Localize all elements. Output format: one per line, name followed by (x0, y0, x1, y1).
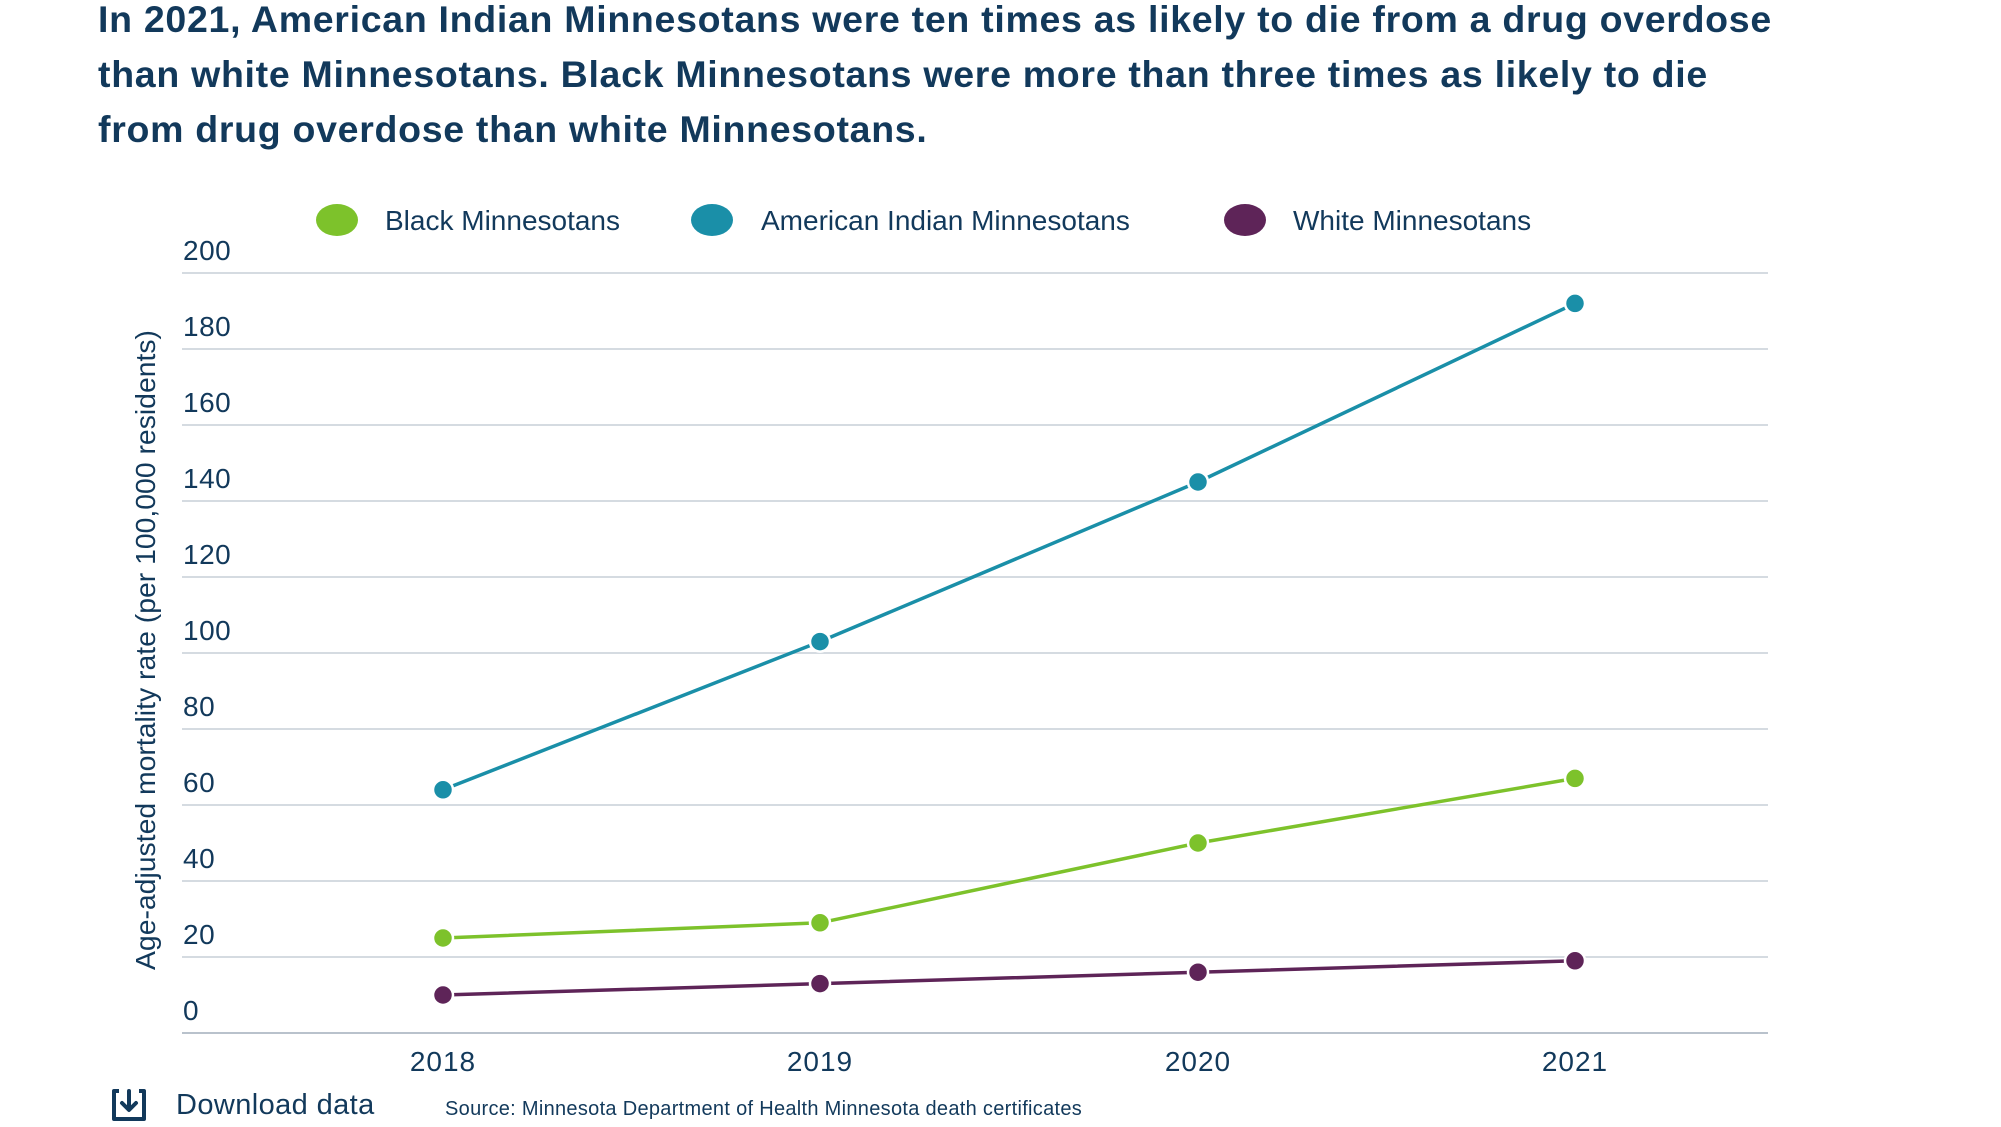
x-tick-label: 2019 (787, 1046, 853, 1077)
data-point-black-minnesotans-2021[interactable] (1563, 767, 1587, 790)
legend-swatch (1224, 204, 1266, 236)
chart-title: In 2021, American Indian Minnesotans wer… (98, 0, 1772, 150)
y-tick-label: 40 (183, 843, 215, 874)
series-lines (431, 292, 1587, 1007)
y-tick-label: 100 (183, 615, 231, 646)
data-point-american-indian-minnesotans-2018[interactable] (431, 778, 455, 802)
legend-swatch (316, 204, 358, 236)
legend: Black Minnesotans American Indian Minneso… (316, 204, 1531, 236)
y-tick-label: 180 (183, 311, 231, 342)
y-tick-label: 120 (183, 539, 231, 570)
data-point-white-minnesotans-2020[interactable] (1186, 960, 1210, 984)
data-point-black-minnesotans-2018[interactable] (431, 926, 455, 950)
data-point-american-indian-minnesotans-2019[interactable] (808, 630, 832, 653)
source-note: Source: Minnesota Department of Health M… (445, 1098, 1083, 1120)
download-data-label: Download data (176, 1088, 375, 1121)
y-tick-label: 60 (183, 767, 215, 798)
series-american-indian-minnesotans (431, 292, 1587, 802)
line-chart: Black Minnesotans American Indian Minneso… (130, 204, 1768, 1077)
data-point-white-minnesotans-2021[interactable] (1563, 949, 1587, 973)
series-white-minnesotans (431, 949, 1587, 1007)
data-point-white-minnesotans-2018[interactable] (431, 983, 455, 1007)
legend-label: Black Minnesotans (385, 205, 620, 236)
gridlines (182, 272, 1768, 1034)
series-line-black-minnesotans (442, 776, 1576, 940)
x-axis-ticks: 2018 2019 2020 2021 (410, 1046, 1608, 1077)
y-axis-ticks: 0 20 40 60 80 100 120 140 160 180 200 (183, 235, 231, 1026)
data-point-white-minnesotans-2019[interactable] (808, 972, 832, 995)
series-black-minnesotans (431, 767, 1587, 950)
series-line-white-minnesotans (442, 959, 1576, 997)
y-tick-label: 140 (183, 463, 231, 494)
y-tick-label: 160 (183, 387, 231, 418)
y-tick-label: 200 (183, 235, 231, 266)
legend-item-white-minnesotans[interactable]: White Minnesotans (1224, 204, 1531, 236)
legend-item-black-minnesotans[interactable]: Black Minnesotans (316, 204, 620, 236)
legend-item-american-indian-minnesotans[interactable]: American Indian Minnesotans (691, 204, 1130, 236)
data-point-black-minnesotans-2019[interactable] (808, 911, 832, 935)
data-point-american-indian-minnesotans-2020[interactable] (1186, 470, 1210, 494)
data-point-black-minnesotans-2020[interactable] (1186, 831, 1210, 855)
download-data-button[interactable]: Download data (110, 1088, 375, 1122)
x-tick-label: 2020 (1165, 1046, 1231, 1077)
series-line-american-indian-minnesotans (442, 301, 1576, 792)
x-tick-label: 2021 (1542, 1046, 1608, 1077)
legend-label: White Minnesotans (1293, 205, 1531, 236)
download-icon (110, 1088, 148, 1122)
y-tick-label: 20 (183, 919, 215, 950)
legend-swatch (691, 204, 733, 236)
legend-label: American Indian Minnesotans (761, 205, 1130, 236)
data-point-american-indian-minnesotans-2021[interactable] (1563, 292, 1587, 315)
x-tick-label: 2018 (410, 1046, 476, 1077)
y-tick-label: 0 (183, 995, 199, 1026)
y-tick-label: 80 (183, 691, 215, 722)
y-axis-label: Age-adjusted mortality rate (per 100,000… (130, 330, 161, 970)
